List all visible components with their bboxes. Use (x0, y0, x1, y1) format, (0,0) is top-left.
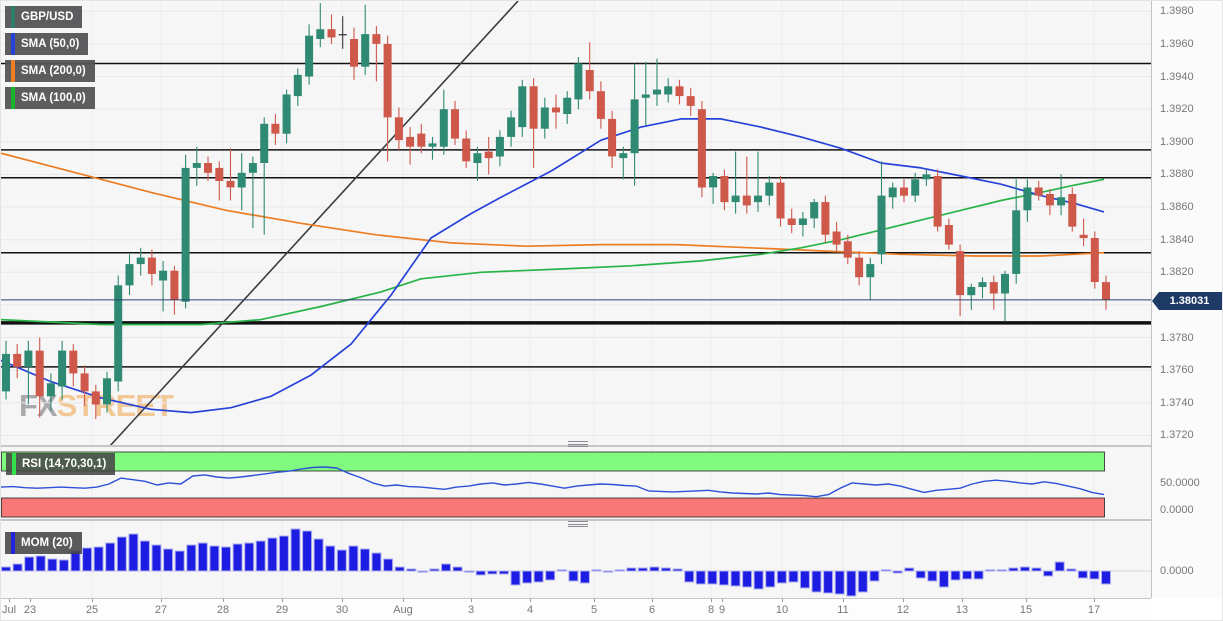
time-axis-label: 5 (590, 604, 598, 616)
price-axis-label: 1.3960 (1160, 38, 1194, 50)
time-axis-label: 27 (154, 604, 168, 616)
rsi-indicator-label: RSI (14,70,30,1) (22, 458, 107, 470)
time-axis-label: 25 (85, 604, 99, 616)
price-axis-label: 1.3900 (1160, 136, 1194, 148)
time-axis-label: 15 (1019, 604, 1033, 616)
time-axis-label: 6 (648, 604, 656, 616)
time-axis-label: Jul (1, 604, 17, 616)
legend-sma200-label: SMA (200,0) (21, 65, 86, 77)
mom-indicator-badge[interactable]: MOM (20) (5, 532, 82, 554)
price-pane[interactable] (1, 1, 1151, 445)
time-axis-tick (471, 599, 472, 602)
price-axis-label: 1.3860 (1160, 201, 1194, 213)
price-axis-label: 1.3820 (1160, 266, 1194, 278)
time-axis-label: 13 (955, 604, 969, 616)
time-axis-tick (530, 599, 531, 602)
time-axis-tick (711, 599, 712, 602)
indicator-axis-label: 0.0000 (1160, 565, 1194, 577)
time-axis-tick (282, 599, 283, 602)
mom-accent-bar (11, 532, 15, 554)
time-axis-tick (1094, 599, 1095, 602)
time-axis-tick (342, 599, 343, 602)
price-axis-label: 1.3760 (1160, 364, 1194, 376)
symbol-accent-bar (11, 6, 15, 28)
pane-resize-handle-icon[interactable] (568, 520, 588, 528)
legend: GBP/USD SMA (50,0) SMA (200,0) SMA (100,… (5, 6, 95, 114)
indicator-axis-label: 0.0000 (1160, 504, 1194, 516)
time-axis-label: 29 (275, 604, 289, 616)
time-axis-label: 9 (718, 604, 726, 616)
time-axis-tick (1026, 599, 1027, 602)
indicator-axis-label: 50.0000 (1160, 477, 1200, 489)
time-axis-tick (223, 599, 224, 602)
time-axis-label: 10 (775, 604, 789, 616)
time-axis-label: 11 (837, 604, 849, 616)
pane-divider[interactable] (1, 519, 1151, 521)
legend-symbol-label: GBP/USD (21, 11, 74, 23)
time-axis-tick (92, 599, 93, 602)
pane-resize-handle-icon[interactable] (568, 440, 588, 448)
current-price-tag: 1.38031 (1152, 292, 1222, 310)
sma50-accent-bar (11, 33, 15, 55)
time-axis-tick (782, 599, 783, 602)
time-axis-label: 12 (896, 604, 910, 616)
time-axis-tick (403, 599, 404, 602)
price-axis-label: 1.3780 (1160, 332, 1194, 344)
sma200-accent-bar (11, 60, 15, 82)
time-axis-label: 28 (216, 604, 230, 616)
watermark-street: STREET (56, 388, 174, 423)
time-axis-tick (594, 599, 595, 602)
time-axis-tick (962, 599, 963, 602)
time-axis-label: 23 (23, 604, 37, 616)
price-axis-label: 1.3920 (1160, 103, 1194, 115)
legend-sma100[interactable]: SMA (100,0) (5, 87, 95, 109)
time-axis-tick (9, 599, 10, 602)
time-axis-label: 30 (335, 604, 349, 616)
legend-sma50-label: SMA (50,0) (21, 38, 80, 50)
mom-indicator-label: MOM (20) (21, 537, 73, 549)
time-axis-tick (652, 599, 653, 602)
legend-sma50[interactable]: SMA (50,0) (5, 33, 89, 55)
time-axis-tick (30, 599, 31, 602)
rsi-indicator-badge[interactable]: RSI (14,70,30,1) (6, 453, 116, 475)
legend-symbol-gbpusd[interactable]: GBP/USD (5, 6, 83, 28)
mom-pane[interactable] (1, 521, 1151, 598)
time-axis-tick (722, 599, 723, 602)
price-axis-label: 1.3840 (1160, 234, 1194, 246)
chart-plot-area[interactable]: FXSTREET GBP/USD SMA (50,0) SMA (200,0) (1, 1, 1151, 620)
time-axis-label: 3 (467, 604, 475, 616)
rsi-pane[interactable] (1, 447, 1151, 519)
time-axis[interactable]: Jul 23 25 27 28 29 30 Aug 3 4 5 6 8 9 10 11 12 13 15 17 (1, 598, 1151, 620)
price-axis-label: 1.3880 (1160, 168, 1194, 180)
time-axis-label: 17 (1087, 604, 1101, 616)
price-axis-label: 1.3720 (1160, 429, 1194, 441)
time-axis-tick (843, 599, 844, 602)
price-axis-label: 1.3740 (1160, 397, 1194, 409)
time-axis-tick (161, 599, 162, 602)
sma100-accent-bar (11, 87, 15, 109)
price-axis-label: 1.3980 (1160, 5, 1194, 17)
legend-sma200[interactable]: SMA (200,0) (5, 60, 95, 82)
legend-sma100-label: SMA (100,0) (21, 92, 86, 104)
price-axis[interactable]: 1.3980 1.3960 1.3940 1.3920 1.3900 1.3880 1.38… (1151, 1, 1222, 598)
time-axis-label: 8 (707, 604, 715, 616)
rsi-accent-bar (12, 453, 16, 475)
time-axis-label: 4 (526, 604, 534, 616)
time-axis-tick (903, 599, 904, 602)
time-axis-label: Aug (393, 604, 413, 616)
price-axis-label: 1.3940 (1160, 71, 1194, 83)
